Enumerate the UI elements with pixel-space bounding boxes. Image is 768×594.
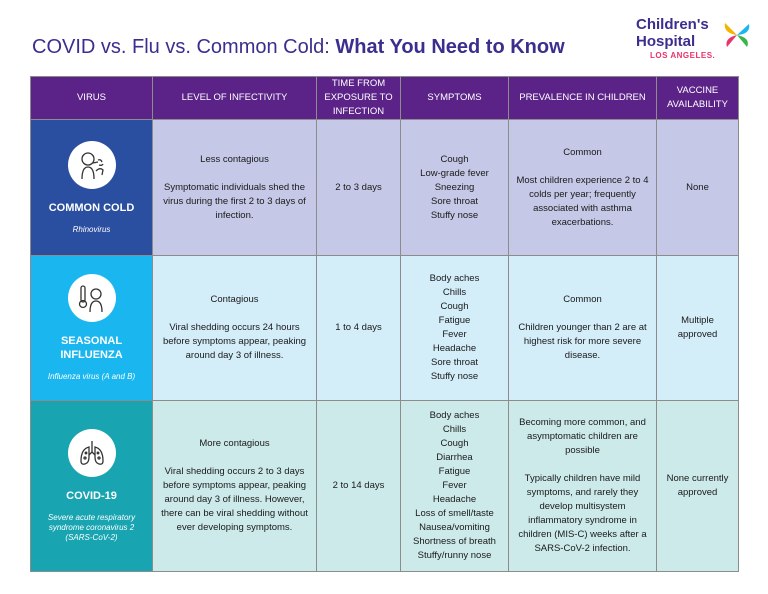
- virus-name: COVID-19: [66, 490, 117, 502]
- virus-name: SEASONAL INFLUENZA: [60, 335, 123, 361]
- table-row: SEASONAL INFLUENZA Influenza virus (A an…: [30, 255, 739, 401]
- table-row: COVID-19 Severe acute respiratory syndro…: [30, 400, 739, 572]
- virus-cell: SEASONAL INFLUENZA Influenza virus (A an…: [30, 255, 153, 401]
- symptom-item: Low-grade fever: [420, 167, 489, 179]
- infectivity-detail: Viral shedding occurs 24 hours before sy…: [162, 322, 307, 361]
- prevalence-detail: Children younger than 2 are at highest r…: [518, 322, 647, 361]
- virus-scientific-name: Severe acute respiratory syndrome corona…: [47, 513, 136, 542]
- symptom-item: Fever: [442, 329, 467, 340]
- prevalence-cell: Common Children younger than 2 are at hi…: [508, 255, 657, 401]
- infectivity-detail: Viral shedding occurs 2 to 3 days before…: [161, 466, 308, 533]
- symptom-item: Fever: [442, 480, 467, 491]
- time-cell: 1 to 4 days: [316, 255, 401, 401]
- infectivity-level: Contagious: [210, 294, 259, 305]
- title-plain: COVID vs. Flu vs. Common Cold:: [32, 36, 336, 58]
- butterfly-icon: [724, 23, 750, 47]
- symptom-item: Fatigue: [438, 315, 471, 326]
- symptoms-cell: Body aches Chills Cough Diarrhea Fatigue…: [400, 400, 509, 572]
- thermometer-icon: [67, 274, 116, 322]
- page-title: COVID vs. Flu vs. Common Cold: What You …: [32, 36, 565, 59]
- table-row: COMMON COLD Rhinovirus Less contagious S…: [30, 119, 739, 256]
- symptom-item: Cough: [440, 438, 469, 449]
- col-header-infectivity: LEVEL OF INFECTIVITY: [152, 76, 317, 120]
- time-cell: 2 to 3 days: [316, 119, 401, 256]
- symptom-item: Stuffy nose: [430, 209, 479, 221]
- symptom-item: Chills: [442, 424, 467, 435]
- symptoms-cell: Body aches Chills Cough Fatigue Fever He…: [400, 255, 509, 401]
- symptom-item: Sneezing: [434, 181, 475, 193]
- vaccine-cell: None: [656, 119, 739, 256]
- col-header-time: TIME FROM EXPOSURE TO INFECTION: [316, 76, 401, 120]
- symptom-item: Fatigue: [438, 466, 471, 477]
- symptom-item: Headache: [432, 343, 477, 354]
- symptom-item: Sore throat: [431, 195, 478, 207]
- col-header-symptoms: SYMPTOMS: [400, 76, 509, 120]
- lungs-icon: [67, 429, 116, 477]
- prevalence-level: Becoming more common, and asymptomatic c…: [519, 417, 646, 456]
- infectivity-cell: Less contagious Symptomatic individuals …: [152, 119, 317, 256]
- prevalence-detail: Most children experience 2 to 4 colds pe…: [516, 174, 649, 228]
- symptom-item: Stuffy nose: [430, 371, 479, 382]
- symptom-item: Cough: [440, 153, 469, 165]
- virus-scientific-name: Influenza virus (A and B): [47, 372, 136, 381]
- symptom-item: Nausea/vomiting: [419, 522, 490, 533]
- time-cell: 2 to 14 days: [316, 400, 401, 572]
- col-header-prevalence: PREVALENCE IN CHILDREN: [508, 76, 657, 120]
- table-header-row: VIRUS LEVEL OF INFECTIVITY TIME FROM EXP…: [30, 76, 739, 120]
- vaccine-cell: Multiple approved: [656, 255, 739, 401]
- col-header-vaccine: VACCINE AVAILABILITY: [656, 76, 739, 120]
- virus-cell: COVID-19 Severe acute respiratory syndro…: [30, 400, 153, 572]
- symptom-item: Loss of smell/taste: [415, 508, 494, 519]
- symptoms-cell: Cough Low-grade fever Sneezing Sore thro…: [400, 119, 509, 256]
- virus-scientific-name: Rhinovirus: [72, 224, 111, 234]
- hospital-logo: Children's Hospital LOS ANGELES.: [636, 14, 752, 66]
- vaccine-cell: None currently approved: [656, 400, 739, 572]
- prevalence-level: Common: [563, 146, 602, 158]
- symptom-item: Diarrhea: [436, 452, 473, 463]
- prevalence-cell: Becoming more common, and asymptomatic c…: [508, 400, 657, 572]
- prevalence-cell: Common Most children experience 2 to 4 c…: [508, 119, 657, 256]
- symptom-item: Cough: [440, 301, 469, 312]
- infectivity-detail: Symptomatic individuals shed the virus d…: [163, 181, 306, 221]
- symptom-item: Chills: [442, 287, 467, 298]
- prevalence-level: Common: [563, 294, 602, 305]
- infectivity-cell: More contagious Viral shedding occurs 2 …: [152, 400, 317, 572]
- title-bold: What You Need to Know: [335, 36, 565, 58]
- symptom-item: Sore throat: [431, 357, 478, 368]
- virus-cell: COMMON COLD Rhinovirus: [30, 119, 153, 256]
- symptom-item: Body aches: [429, 410, 480, 421]
- infectivity-cell: Contagious Viral shedding occurs 24 hour…: [152, 255, 317, 401]
- logo-line-1: Children's: [636, 16, 709, 33]
- prevalence-detail: Typically children have mild symptoms, a…: [518, 473, 647, 554]
- infectivity-level: Less contagious: [200, 153, 269, 165]
- virus-name: COMMON COLD: [48, 201, 135, 214]
- symptom-item: Shortness of breath: [413, 536, 496, 547]
- symptom-item: Body aches: [429, 273, 480, 284]
- symptom-item: Stuffy/runny nose: [417, 550, 492, 561]
- col-header-virus: VIRUS: [30, 76, 153, 120]
- comparison-table: VIRUS LEVEL OF INFECTIVITY TIME FROM EXP…: [30, 76, 739, 572]
- logo-line-2: Hospital: [636, 33, 696, 50]
- sneeze-icon: [67, 140, 116, 189]
- symptom-item: Headache: [432, 494, 477, 505]
- infectivity-level: More contagious: [199, 438, 270, 449]
- logo-line-3: LOS ANGELES.: [650, 51, 716, 60]
